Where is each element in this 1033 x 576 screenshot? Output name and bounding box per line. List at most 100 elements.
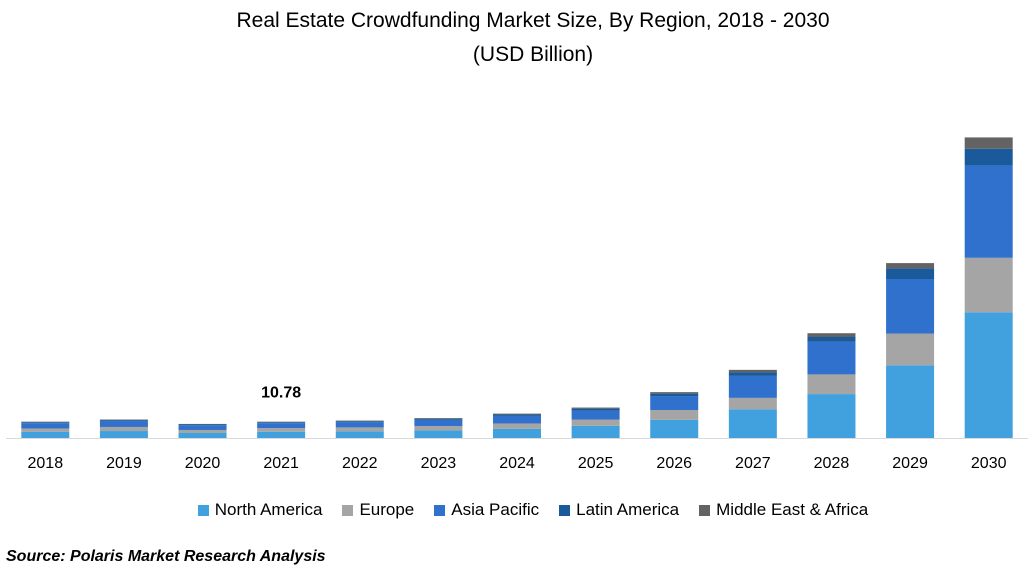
bar-2019-north-america xyxy=(99,431,148,438)
bar-2021-europe xyxy=(257,428,306,432)
bar-2023-middle-east-africa xyxy=(414,418,463,419)
bar-2030-asia-pacific xyxy=(964,165,1013,258)
bar-2029-north-america xyxy=(886,365,935,438)
legend-item-north-america: North America xyxy=(197,500,323,520)
bar-2021-north-america xyxy=(257,431,306,438)
bar-2025-north-america xyxy=(571,425,620,438)
legend-swatch xyxy=(434,504,446,516)
legend-item-latin-america: Latin America xyxy=(559,500,679,520)
legend-label: Europe xyxy=(359,500,415,519)
x-tick-label: 2020 xyxy=(185,455,221,472)
bar-2027-europe xyxy=(728,397,777,410)
bar-2028-latin-america xyxy=(807,336,856,342)
bar-2019-asia-pacific xyxy=(99,421,148,427)
bar-2024-latin-america xyxy=(493,414,541,416)
bar-2030-latin-america xyxy=(964,148,1013,166)
bar-2024-middle-east-africa xyxy=(493,413,541,415)
bar-2025-latin-america xyxy=(571,408,620,411)
x-tick-label: 2024 xyxy=(499,455,535,472)
bar-2025-asia-pacific xyxy=(571,410,620,420)
bar-2022-latin-america xyxy=(335,421,384,423)
bar-2026-asia-pacific xyxy=(650,396,699,410)
bar-2025-middle-east-africa xyxy=(571,407,620,409)
bar-2023-asia-pacific xyxy=(414,419,463,427)
bar-2020-north-america xyxy=(178,433,227,438)
bar-2025-europe xyxy=(571,419,620,426)
legend-swatch xyxy=(197,504,209,516)
bar-2022-middle-east-africa xyxy=(335,420,384,422)
bar-2024-asia-pacific xyxy=(493,415,541,424)
x-tick-label: 2022 xyxy=(342,455,378,472)
bar-2029-europe xyxy=(886,333,935,366)
bar-2021-middle-east-africa xyxy=(257,421,306,423)
bar-2026-north-america xyxy=(650,419,699,438)
bar-2024-europe xyxy=(493,423,541,429)
legend-label: Asia Pacific xyxy=(451,500,540,519)
source-note: Source: Polaris Market Research Analysis xyxy=(6,548,326,565)
bar-2030-middle-east-africa xyxy=(964,137,1013,149)
bar-2022-asia-pacific xyxy=(335,422,384,428)
bar-2020-middle-east-africa xyxy=(178,423,227,425)
chart-title: Real Estate Crowdfunding Market Size, By… xyxy=(236,9,830,32)
legend-swatch xyxy=(699,504,711,516)
legend-item-middle-east-africa: Middle East & Africa xyxy=(699,500,868,520)
legend-label: North America xyxy=(214,500,323,519)
legend-swatch xyxy=(559,504,571,516)
bar-2019-latin-america xyxy=(99,420,148,422)
bar-2029-asia-pacific xyxy=(886,279,935,334)
legend-label: Middle East & Africa xyxy=(716,500,869,519)
x-tick-label: 2027 xyxy=(735,455,771,472)
x-tick-label: 2029 xyxy=(892,455,928,472)
x-tick-label: 2025 xyxy=(578,455,614,472)
bar-2023-europe xyxy=(414,426,463,431)
bar-2020-europe xyxy=(178,429,227,434)
x-tick-label: 2023 xyxy=(421,455,457,472)
x-tick-label: 2026 xyxy=(656,455,692,472)
bar-2020-latin-america xyxy=(178,424,227,426)
bar-2027-middle-east-africa xyxy=(728,369,777,373)
stacked-bar-chart: 2018 2019 2020 2021 2022 2023 2024 2025 2026 2027… xyxy=(6,137,1028,472)
bar-2023-latin-america xyxy=(414,418,463,420)
bar-2018-latin-america xyxy=(21,422,70,424)
bar-2026-europe xyxy=(650,409,699,420)
bar-2018-middle-east-africa xyxy=(21,421,70,423)
bar-2030-north-america xyxy=(964,312,1013,438)
bar-2021-latin-america xyxy=(257,422,306,424)
bar-2026-middle-east-africa xyxy=(650,392,699,394)
x-tick-label: 2019 xyxy=(106,455,142,472)
bar-2026-latin-america xyxy=(650,393,699,397)
chart-subtitle: (USD Billion) xyxy=(472,43,594,66)
bar-2018-asia-pacific xyxy=(21,423,70,429)
legend-item-europe: Europe xyxy=(342,500,414,520)
legend-item-asia-pacific: Asia Pacific xyxy=(434,500,539,520)
x-tick-label: 2018 xyxy=(28,455,64,472)
bar-2020-asia-pacific xyxy=(178,425,227,430)
bar-2019-europe xyxy=(99,426,148,432)
legend-label: Latin America xyxy=(576,500,680,519)
bar-2022-europe xyxy=(335,427,384,432)
bar-2028-asia-pacific xyxy=(807,341,856,375)
bar-2022-north-america xyxy=(335,431,384,438)
bar-2030-europe xyxy=(964,257,1013,313)
data-label-2021: 10.78 xyxy=(261,385,301,402)
bar-2029-middle-east-africa xyxy=(886,263,935,269)
annotations: 10.78 xyxy=(261,385,301,402)
bar-2028-europe xyxy=(807,374,856,395)
x-tick-label: 2030 xyxy=(971,455,1007,472)
bar-2029-latin-america xyxy=(886,268,935,279)
bar-2018-north-america xyxy=(21,431,70,438)
bar-2028-middle-east-africa xyxy=(807,333,856,337)
bar-2019-middle-east-africa xyxy=(99,419,148,421)
bar-2027-asia-pacific xyxy=(728,375,777,398)
legend: North America Europe Asia Pacific Latin Ame… xyxy=(0,500,1033,520)
bar-2018-europe xyxy=(21,428,70,432)
bar-2027-latin-america xyxy=(728,372,777,376)
bar-2021-asia-pacific xyxy=(257,423,306,429)
legend-swatch xyxy=(342,504,354,516)
bar-2028-north-america xyxy=(807,394,856,438)
bar-2027-north-america xyxy=(728,409,777,438)
x-tick-label: 2028 xyxy=(814,455,850,472)
bar-2024-north-america xyxy=(493,428,541,438)
bar-2023-north-america xyxy=(414,430,463,438)
bars-group xyxy=(21,137,1013,438)
